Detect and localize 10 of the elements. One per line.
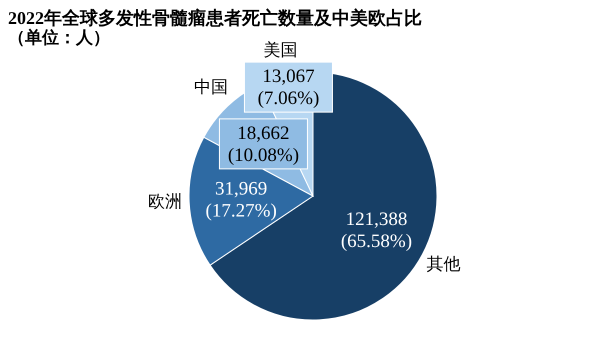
slice-label: 其他 [426, 254, 461, 274]
data-label: 18,662 (10.08%) [228, 122, 300, 166]
slice-label: 中国 [194, 78, 228, 97]
chart-subtitle: （单位：人） [8, 28, 110, 47]
slice-label: 美国 [263, 40, 298, 60]
data-label: 13,067 (7.06%) [258, 66, 320, 110]
data-label: 31,969 (17.27%) [206, 178, 277, 222]
slice-label: 欧洲 [148, 192, 182, 212]
data-label: 121,388 (65.58%) [340, 208, 412, 252]
chart-title: 2022年全球多发性骨髓瘤患者死亡数量及中美欧占比 [8, 8, 423, 28]
